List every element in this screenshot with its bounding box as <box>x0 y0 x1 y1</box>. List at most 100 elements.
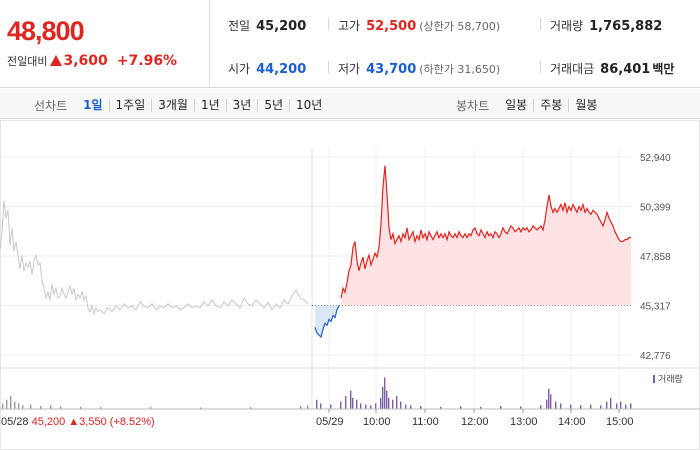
volume-bar <box>365 404 367 409</box>
candle-chart-tabs: 봉차트 일봉 주봉 월봉 <box>456 97 603 114</box>
volume-bar <box>330 404 332 409</box>
volume-bar <box>610 397 612 409</box>
stat-volume: 거래량 1,765,882 <box>550 17 662 34</box>
volume-bar <box>480 406 482 409</box>
tab-1-week[interactable]: 1주일 <box>108 99 152 112</box>
volume-legend-label: 거래량 <box>658 373 683 385</box>
price-box: 48,800 전일대비 3,600 +7.96% <box>0 0 210 88</box>
volume-bar <box>550 394 552 409</box>
volume-bar <box>570 404 572 409</box>
volume-bar <box>30 404 32 409</box>
amount-label: 거래대금 <box>550 62 595 76</box>
stat-prev-close: 전일 45,200 <box>228 17 306 34</box>
prev-close-value: 45,200 <box>256 19 307 34</box>
volume-bar <box>80 406 82 409</box>
volume-bar <box>500 406 502 409</box>
x-tick-label: 13:00 <box>510 416 538 428</box>
x-tick-label: 12:00 <box>461 416 489 428</box>
price-chart[interactable]: 52,940 50,399 47,858 45,317 42,776 거래량 05/29… <box>0 120 700 450</box>
amount-value: 86,401 <box>600 62 651 77</box>
amount-unit: 백만 <box>652 62 675 76</box>
y-tick-label: 50,399 <box>640 203 671 214</box>
low-value: 43,700 <box>366 62 417 77</box>
change-label: 전일대비 <box>7 55 48 68</box>
open-label: 시가 <box>228 62 251 76</box>
divider <box>540 18 541 30</box>
volume-bar <box>316 399 318 409</box>
volume-bar <box>352 397 354 409</box>
volume-bar <box>2 403 4 409</box>
current-price: 48,800 <box>7 16 85 46</box>
volume-bar <box>560 403 562 409</box>
volume-bar <box>356 399 358 409</box>
tab-monthly-candle[interactable]: 월봉 <box>568 99 603 112</box>
tab-10-years[interactable]: 10년 <box>289 99 328 112</box>
prev-day-line <box>0 200 309 316</box>
high-label: 고가 <box>338 19 361 33</box>
price-chart-svg: 52,940 50,399 47,858 45,317 42,776 거래량 05/29… <box>0 120 700 450</box>
volume-label: 거래량 <box>550 19 584 33</box>
y-tick-label: 47,858 <box>640 252 671 263</box>
tab-3-years[interactable]: 3년 <box>225 99 258 112</box>
x-tick-label: 15:00 <box>606 416 634 428</box>
volume-bar <box>620 401 622 409</box>
line-chart-tabs: 선차트 1일 1주일 3개월 1년 3년 5년 10년 <box>34 97 328 114</box>
today-up-line <box>340 165 631 299</box>
line-chart-label: 선차트 <box>34 99 68 113</box>
volume-bar <box>345 396 347 409</box>
volume-bar <box>440 406 442 409</box>
volume-bar <box>200 407 202 409</box>
open-value: 44,200 <box>256 62 307 77</box>
stat-low: 저가 43,700 (하한가 31,650) <box>338 60 500 77</box>
volume-bar <box>360 403 362 409</box>
volume-bar <box>616 403 618 409</box>
y-tick-label: 42,776 <box>640 351 671 362</box>
low-label: 저가 <box>338 62 361 76</box>
volume-bar <box>410 405 412 409</box>
volume-bar <box>340 401 342 409</box>
volume-bar <box>18 403 20 409</box>
volume-bar <box>320 403 322 409</box>
tab-5-years[interactable]: 5년 <box>257 99 289 112</box>
volume-bar <box>250 407 252 409</box>
tab-daily-candle[interactable]: 일봉 <box>505 98 528 112</box>
volume-value: 1,765,882 <box>589 19 663 34</box>
high-value: 52,500 <box>366 19 417 34</box>
volume-bar <box>555 401 557 409</box>
volume-bar <box>600 405 602 409</box>
volume-bar <box>100 407 102 409</box>
stat-amount: 거래대금 86,401 백만 <box>550 60 674 77</box>
volume-bar <box>384 377 386 409</box>
candle-chart-label: 봉차트 <box>456 99 490 113</box>
stat-open: 시가 44,200 <box>228 60 306 77</box>
lower-limit: (하한가 31,650) <box>419 63 501 76</box>
volume-bar <box>370 405 372 409</box>
tab-3-months[interactable]: 3개월 <box>151 99 194 112</box>
divider <box>328 61 329 73</box>
today-down-fill <box>315 305 339 337</box>
y-tick-label: 52,940 <box>640 153 671 164</box>
tab-weekly-candle[interactable]: 주봉 <box>533 99 568 112</box>
change-row: 전일대비 3,600 +7.96% <box>7 53 177 69</box>
volume-bar <box>630 403 632 409</box>
volume-bar <box>388 397 390 409</box>
change-amount: 3,600 <box>63 53 108 69</box>
tab-1-year[interactable]: 1년 <box>193 99 226 112</box>
upper-limit: (상한가 58,700) <box>419 20 501 33</box>
volume-bar <box>548 388 550 409</box>
volume-bar <box>405 404 407 409</box>
volume-bar <box>400 401 402 409</box>
volume-legend-swatch <box>653 375 655 383</box>
volume-bar <box>420 406 422 409</box>
tab-1-day[interactable]: 1일 <box>83 98 103 112</box>
volume-bar <box>520 406 522 409</box>
quote-header: 48,800 전일대비 3,600 +7.96% 전일 45,200 고가 52… <box>0 0 700 88</box>
volume-bar <box>60 406 62 409</box>
volume-bar <box>606 401 608 409</box>
volume-bar <box>380 397 382 409</box>
divider <box>328 18 329 30</box>
prev-close-label: 전일 <box>228 19 251 33</box>
volume-bar <box>50 405 52 409</box>
x-tick-label: 10:00 <box>363 416 391 428</box>
volume-bar <box>546 399 548 409</box>
